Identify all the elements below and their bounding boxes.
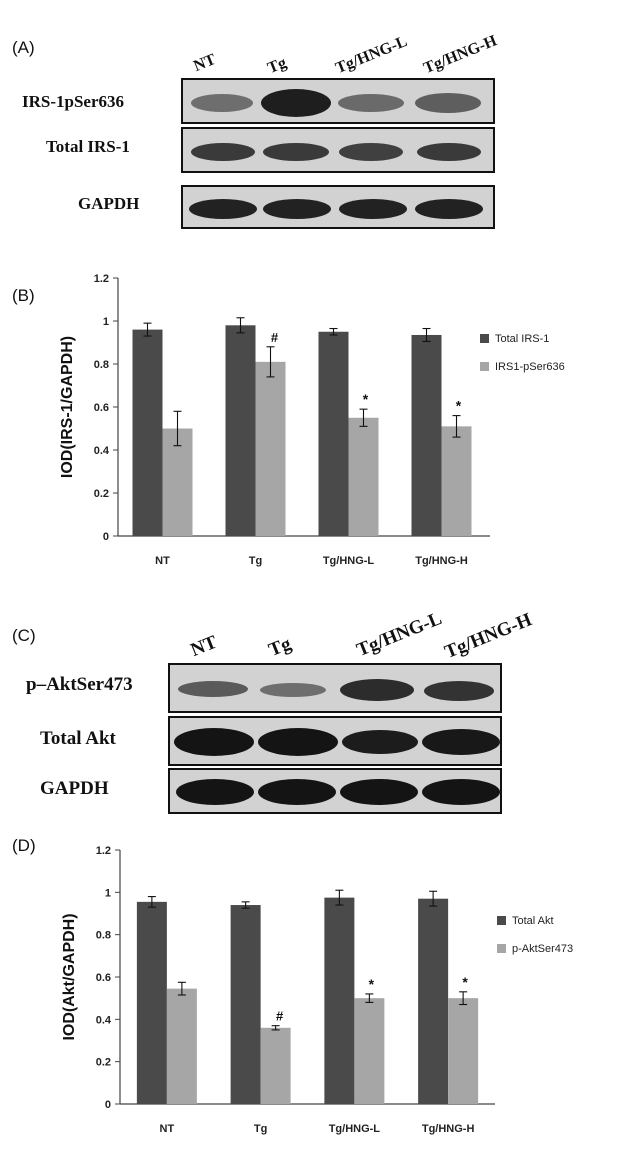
blot-a-row-label: IRS-1pSer636 bbox=[22, 92, 125, 111]
y-tick-label: 1 bbox=[105, 887, 111, 899]
bar-chart-irs1: 0 0.2 0.4 0.6 0.8 1 1.2 IOD(IRS-1/GAPDH) NT # Tg * T… bbox=[59, 273, 565, 567]
y-axis-label: IOD(Akt/GAPDH) bbox=[61, 913, 78, 1040]
western-blot-total-irs1 bbox=[181, 127, 495, 173]
bar bbox=[260, 1027, 291, 1104]
blot-a-lane-label: Tg/HNG-H bbox=[421, 32, 500, 78]
y-tick-label: 1 bbox=[103, 316, 109, 328]
panel-c-label: (C) bbox=[12, 626, 36, 645]
legend-label: p-AktSer473 bbox=[512, 943, 573, 955]
bar-chart-akt: 0 0.2 0.4 0.6 0.8 1 1.2 IOD(Akt/GAPDH) NT # Tg * Tg/… bbox=[61, 845, 573, 1135]
bar bbox=[348, 417, 379, 536]
bar bbox=[354, 998, 385, 1104]
blot-a-lane-label: Tg/HNG-L bbox=[333, 33, 410, 78]
western-blot-total-akt bbox=[168, 716, 502, 766]
y-axis-label: IOD(IRS-1/GAPDH) bbox=[59, 336, 76, 478]
x-tick-label: Tg/HNG-H bbox=[422, 1123, 475, 1135]
y-tick-label: 0 bbox=[105, 1099, 111, 1111]
western-blot-gapdh-a bbox=[181, 185, 495, 229]
bar bbox=[448, 998, 479, 1104]
y-tick-label: 1.2 bbox=[94, 273, 109, 285]
significance-mark: # bbox=[271, 330, 279, 345]
significance-mark: # bbox=[276, 1009, 284, 1024]
bar bbox=[225, 325, 256, 536]
bar bbox=[162, 428, 193, 536]
y-tick-label: 0.8 bbox=[94, 359, 109, 371]
blot-a-lane-label: NT bbox=[191, 50, 219, 76]
significance-mark: * bbox=[369, 976, 375, 992]
bar bbox=[324, 897, 355, 1104]
panel-b-label: (B) bbox=[12, 286, 35, 305]
bar bbox=[132, 329, 163, 536]
blot-a-row-label: GAPDH bbox=[78, 194, 140, 213]
x-tick-label: Tg/HNG-H bbox=[415, 555, 468, 567]
x-tick-label: Tg bbox=[254, 1123, 267, 1135]
y-tick-label: 0.8 bbox=[96, 930, 111, 942]
y-tick-label: 0.2 bbox=[96, 1057, 111, 1069]
bar bbox=[255, 361, 286, 536]
bar bbox=[411, 334, 442, 536]
y-tick-label: 0.2 bbox=[94, 488, 109, 500]
legend-swatch bbox=[480, 334, 489, 343]
legend-label: Total IRS-1 bbox=[495, 333, 549, 345]
blot-c-row-label: Total Akt bbox=[40, 728, 116, 749]
blot-c-lane-label: Tg bbox=[265, 633, 295, 662]
bar bbox=[166, 988, 197, 1104]
y-tick-label: 0.6 bbox=[96, 972, 111, 984]
x-tick-label: Tg/HNG-L bbox=[323, 555, 375, 567]
significance-mark: * bbox=[363, 391, 369, 407]
y-tick-label: 0.6 bbox=[94, 402, 109, 414]
blot-c-lane-label: Tg/HNG-H bbox=[441, 609, 535, 664]
western-blot-irs1-pser636 bbox=[181, 78, 495, 124]
blot-c-lane-label: NT bbox=[187, 631, 221, 662]
bar bbox=[418, 898, 449, 1104]
blot-c-lane-label: Tg/HNG-L bbox=[353, 607, 445, 662]
y-tick-label: 0.4 bbox=[94, 445, 110, 457]
western-blot-gapdh-c bbox=[168, 768, 502, 814]
bar bbox=[318, 331, 349, 536]
blot-a-lane-label: Tg bbox=[265, 54, 289, 78]
bar bbox=[441, 426, 472, 536]
bar bbox=[230, 905, 261, 1104]
legend-swatch bbox=[497, 944, 506, 953]
bar bbox=[136, 901, 167, 1104]
y-tick-label: 0.4 bbox=[96, 1014, 112, 1026]
x-tick-label: NT bbox=[160, 1123, 175, 1135]
significance-mark: * bbox=[462, 974, 468, 990]
x-tick-label: Tg bbox=[249, 555, 262, 567]
panel-d-label: (D) bbox=[12, 836, 36, 855]
y-tick-label: 0 bbox=[103, 531, 109, 543]
panel-a-label: (A) bbox=[12, 38, 35, 57]
x-tick-label: NT bbox=[155, 555, 170, 567]
western-blot-p-akt-ser473 bbox=[168, 663, 502, 713]
legend-swatch bbox=[480, 362, 489, 371]
legend-label: Total Akt bbox=[512, 915, 554, 927]
y-tick-label: 1.2 bbox=[96, 845, 111, 857]
blot-c-row-label: GAPDH bbox=[40, 778, 109, 799]
x-tick-label: Tg/HNG-L bbox=[329, 1123, 381, 1135]
legend-swatch bbox=[497, 916, 506, 925]
blot-c-row-label: p–AktSer473 bbox=[26, 674, 133, 695]
significance-mark: * bbox=[456, 398, 462, 414]
blot-a-row-label: Total IRS-1 bbox=[46, 137, 130, 156]
legend-label: IRS1-pSer636 bbox=[495, 361, 565, 373]
